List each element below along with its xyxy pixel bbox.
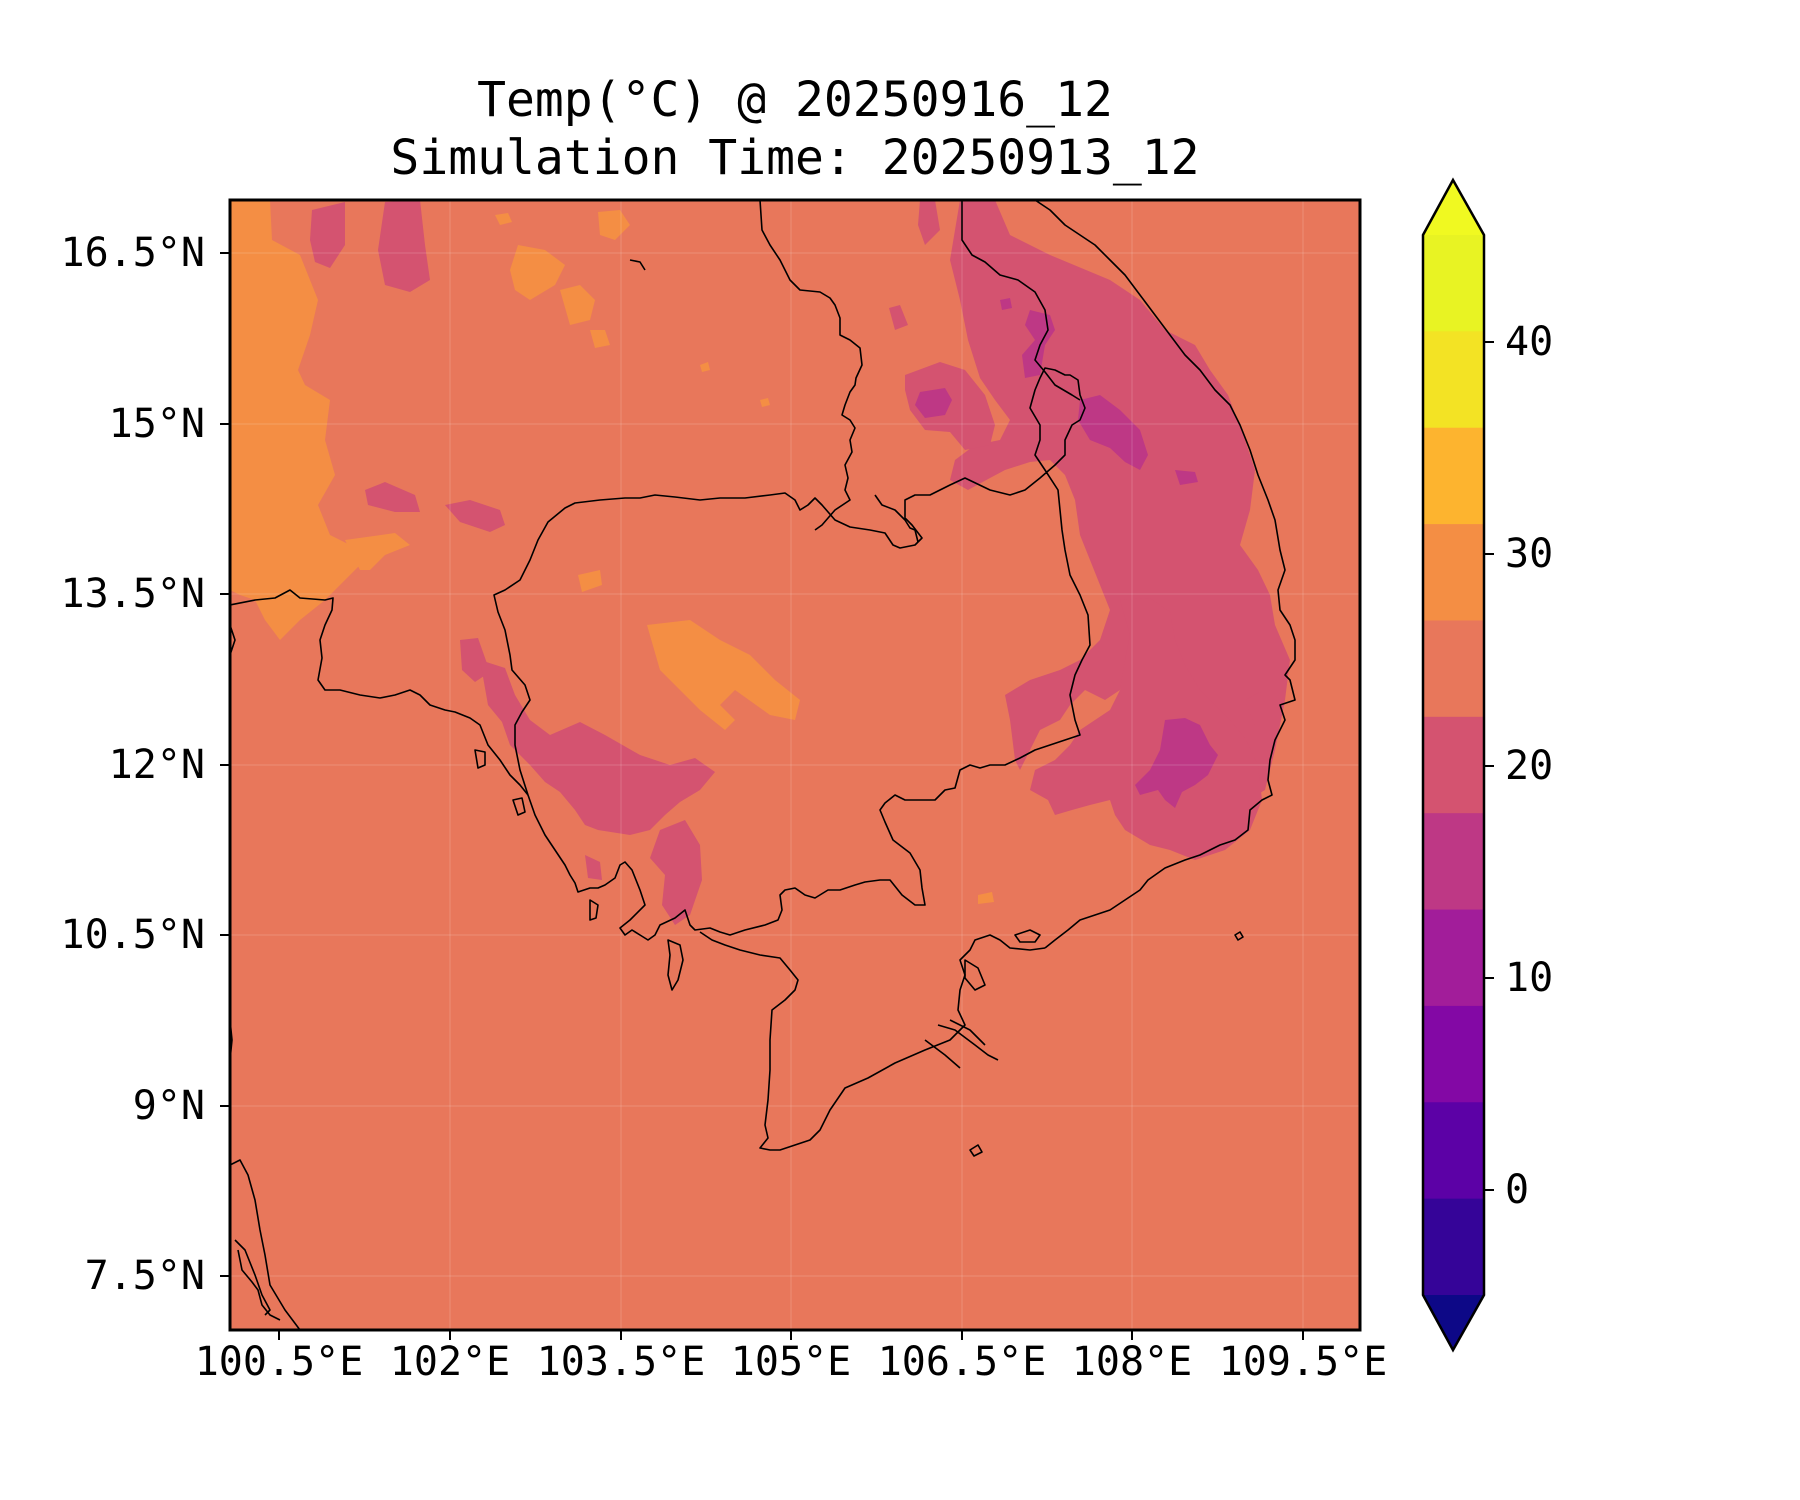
colorbar-level [1423,620,1484,718]
cold-cores [915,298,1218,808]
vietnam-coast [1034,200,1296,949]
lat-tick-label: 15°N [108,401,205,447]
colorbar-level [1423,524,1484,621]
colorbar-over-triangle [1423,180,1484,235]
colorbar-under-triangle [1423,1295,1484,1350]
chart-subtitle: Simulation Time: 20250913_12 [390,130,1200,186]
mekong-delta-coast [699,931,1046,1151]
lat-tick-label: 10.5°N [60,912,206,958]
colorbar-tick-label: 0 [1505,1167,1530,1213]
colorbar-level [1423,813,1484,911]
lat-tick-label: 7.5°N [84,1253,205,1299]
thailand-laos-border [874,494,919,543]
colorbar-level [1423,1102,1484,1200]
lon-tick-label: 109.5°E [1218,1339,1388,1385]
colorbar-outline [1421,177,1486,1353]
colorbar-tick-label: 20 [1505,743,1554,789]
chart-title: Temp(°C) @ 20250916_12 [477,72,1113,128]
thailand-gulf-coast [230,589,529,796]
laos-vietnam-border [961,200,1081,401]
lon-tick-label: 100.5°E [194,1339,364,1385]
lon-tick-label: 108°E [1071,1339,1193,1385]
warm-patches [230,200,994,904]
lat-tick-label: 9°N [132,1083,205,1129]
colorbar-tick-label: 30 [1505,531,1554,577]
colorbar-level [1423,909,1484,1007]
colorbar-tick-label: 10 [1505,955,1554,1001]
colorbar-tick-label: 40 [1505,319,1554,365]
gridlines [230,200,1360,1330]
malay-coast [230,1159,301,1330]
cool-patches [310,200,1290,925]
temperature-map [230,200,1360,1330]
lon-tick-label: 105°E [730,1339,852,1385]
colorbar-level [1423,1198,1484,1296]
lon-tick-label: 102°E [389,1339,511,1385]
lat-tick-label: 16.5°N [60,230,206,276]
lat-tick-label: 13.5°N [60,571,206,617]
lat-tick-label: 12°N [108,742,205,788]
colorbar [1421,177,1494,1353]
colorbar-level [1423,235,1484,332]
colorbar-levels [1423,235,1484,1296]
lon-tick-label: 103.5°E [536,1339,706,1385]
lon-tick-label: 106.5°E [877,1339,1047,1385]
colorbar-level [1423,331,1484,429]
borders-coastlines [230,200,1296,1330]
colorbar-level [1423,1005,1484,1103]
colorbar-level [1423,427,1484,525]
colorbar-level [1423,716,1484,814]
laos-border [759,200,863,531]
cambodia-border [493,367,1091,941]
axis-ticks [220,252,1304,1340]
